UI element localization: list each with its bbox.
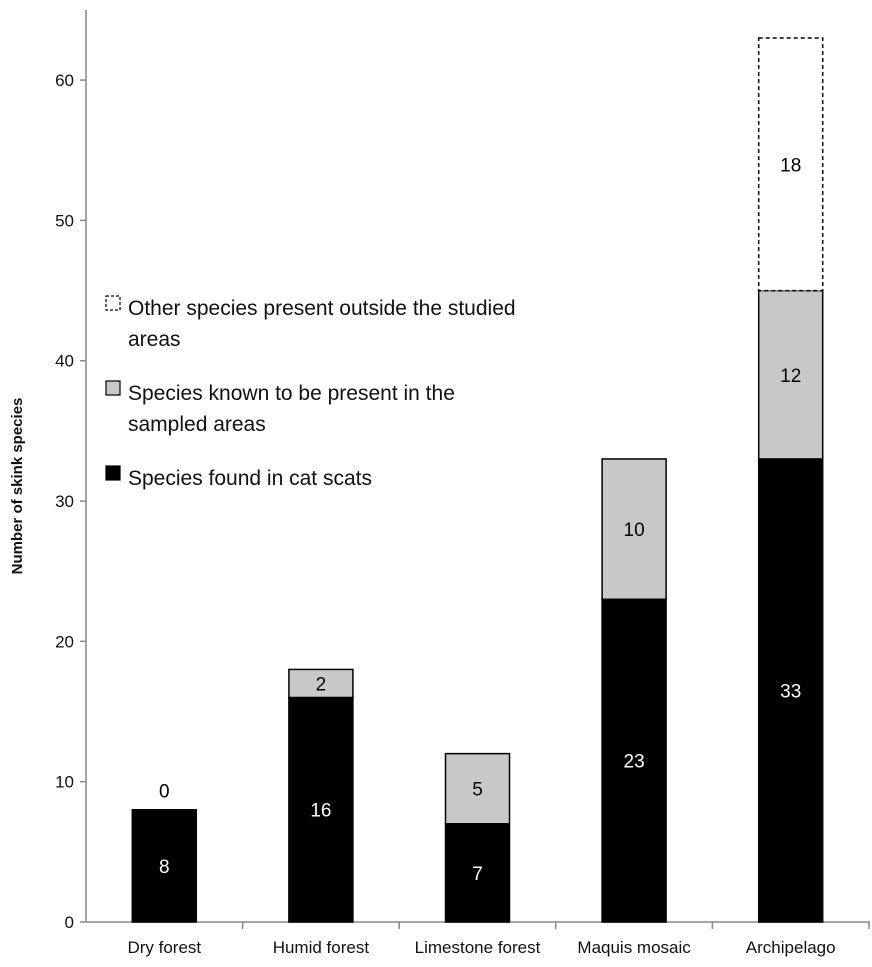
y-tick-label: 50 [55,211,74,230]
x-category-label: Archipelago [746,938,836,957]
data-label: 23 [624,752,645,773]
bar-1-2 [444,752,511,825]
x-category-label: Humid forest [273,938,370,957]
legend-label: Other species present outside the studie… [128,297,516,320]
bar-0-0 [131,808,198,923]
y-tick-label: 0 [65,913,74,932]
legend-label: Species known to be present in the [128,382,455,405]
legend-swatch [105,295,121,311]
data-label: 7 [472,864,483,885]
bars [131,37,824,923]
y-tick-label: 60 [55,71,74,90]
data-label: 18 [780,155,801,176]
y-tick-label: 30 [55,492,74,511]
bar-1-3 [601,458,667,601]
data-label: 2 [316,674,327,695]
x-category-label: Maquis mosaic [577,938,691,957]
bar-0-3 [601,598,667,923]
y-axis-label: Number of skink species [9,398,26,575]
x-category-label: Dry forest [127,938,201,957]
legend-label: sampled areas [128,413,266,436]
bar-0-4 [757,458,824,923]
y-tick-label: 40 [55,352,74,371]
bar-1-1 [288,668,354,699]
data-label: 16 [310,801,331,822]
legend-swatch [105,380,121,396]
y-tick-label: 10 [55,773,74,792]
y-tick-label: 20 [55,632,74,651]
legend-label: Species found in cat scats [128,467,372,490]
data-label: 12 [780,366,801,387]
bar-0-2 [444,823,511,923]
data-labels: 8 0 16 2 7 5 23 10 33 12 18 [159,155,801,885]
bar-2-4 [757,37,824,292]
data-label: 33 [780,681,801,702]
data-label: 10 [624,520,645,541]
x-category-label: Limestone forest [415,938,541,957]
legend-swatch [105,465,121,481]
legend: Other species present outside the studie… [105,295,516,490]
data-label: 0 [159,782,170,803]
data-label: 8 [159,857,170,878]
data-label: 5 [472,780,483,801]
bar-1-4 [757,289,824,460]
legend-label: areas [128,328,181,351]
bar-0-1 [288,696,354,923]
